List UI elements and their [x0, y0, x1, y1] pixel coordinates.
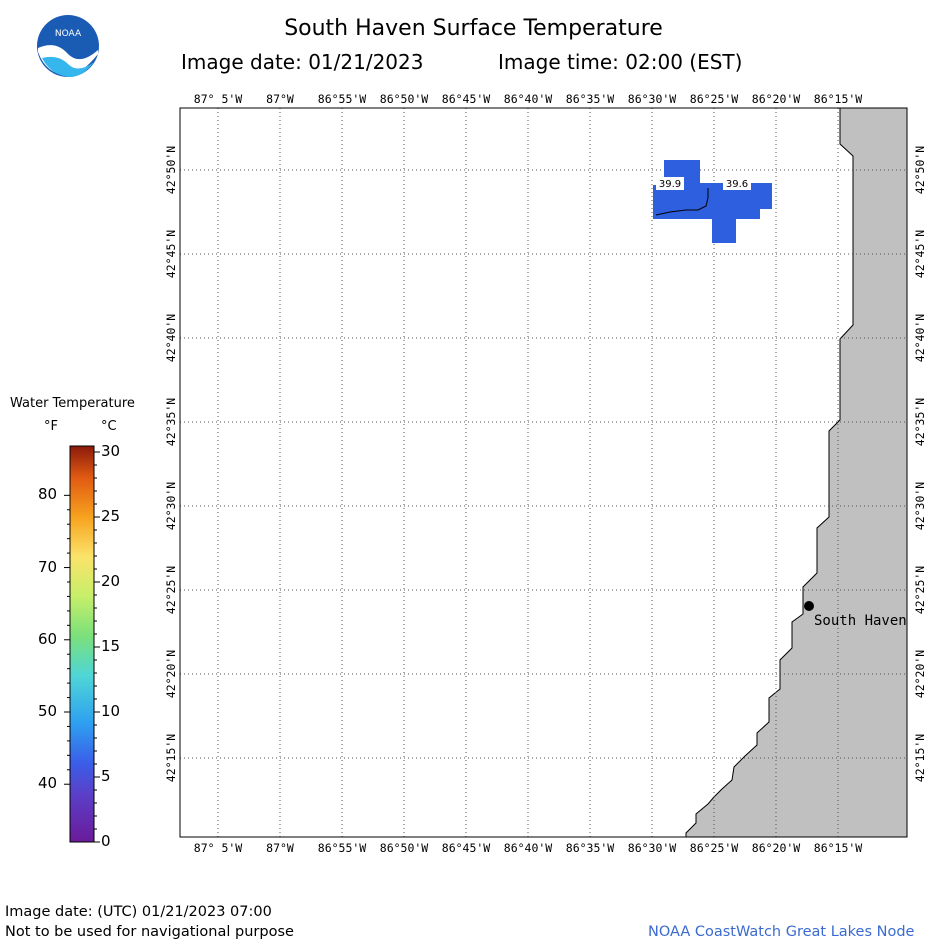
- disclaimer: Not to be used for navigational purpose: [5, 924, 294, 940]
- noaa-logo-text: NOAA: [55, 29, 82, 39]
- lon-label-bottom: 87° 5'W: [193, 841, 243, 855]
- isotherm-line: [655, 188, 709, 216]
- lat-label-left: 42°35'N: [164, 397, 178, 447]
- lon-label-bottom: 86°30'W: [627, 841, 677, 855]
- lat-label-left: 42°20'N: [164, 649, 178, 699]
- lon-label-top: 86°30'W: [627, 92, 677, 106]
- lon-label-bottom: 87°W: [266, 841, 294, 855]
- colorbar-ticks: [64, 451, 100, 843]
- lat-label-left: 42°30'N: [164, 481, 178, 531]
- legend-c-tick: 30: [101, 442, 121, 460]
- utc-date: Image date: (UTC) 01/21/2023 07:00: [5, 904, 272, 920]
- lon-label-bottom: 86°35'W: [565, 841, 615, 855]
- image-time: Image time: 02:00 (EST): [498, 50, 743, 74]
- lat-label-left: 42°50'N: [164, 145, 178, 195]
- legend-unit-c: °C: [101, 419, 117, 434]
- legend-c-tick: 25: [101, 507, 121, 525]
- lon-label-top: 86°15'W: [813, 92, 863, 106]
- graticule: [180, 108, 907, 837]
- noaa-logo: NOAA: [37, 15, 99, 78]
- lon-label-top: 86°20'W: [751, 92, 801, 106]
- lon-label-top: 86°55'W: [317, 92, 367, 106]
- lon-label-top: 86°45'W: [441, 92, 491, 106]
- legend-f-tick: 70: [38, 557, 58, 576]
- legend-unit-f: °F: [44, 419, 58, 434]
- city-marker: [804, 601, 814, 611]
- lon-label-top: 87°W: [266, 92, 294, 106]
- lat-label-right: 42°25'N: [913, 565, 927, 615]
- lon-label-top: 87° 5'W: [193, 92, 243, 106]
- legend-c-tick: 5: [101, 767, 111, 785]
- temp-label-1: 39.9: [659, 179, 681, 190]
- lon-label-bottom: 86°45'W: [441, 841, 491, 855]
- lon-label-top: 86°35'W: [565, 92, 615, 106]
- page-title: South Haven Surface Temperature: [284, 16, 663, 41]
- lat-label-left: 42°40'N: [164, 313, 178, 363]
- lon-label-top: 86°25'W: [689, 92, 739, 106]
- credit-link[interactable]: NOAA CoastWatch Great Lakes Node: [648, 924, 915, 940]
- lon-label-top: 86°40'W: [503, 92, 553, 106]
- legend-f-tick: 40: [38, 774, 58, 793]
- lat-label-left: 42°15'N: [164, 733, 178, 783]
- land-mass: [685, 107, 908, 838]
- lat-label-right: 42°15'N: [913, 733, 927, 783]
- colorbar: [69, 445, 95, 843]
- lon-label-bottom: 86°40'W: [503, 841, 553, 855]
- lon-label-bottom: 86°20'W: [751, 841, 801, 855]
- legend-title: Water Temperature: [10, 396, 135, 411]
- lat-label-right: 42°20'N: [913, 649, 927, 699]
- lat-label-right: 42°45'N: [913, 229, 927, 279]
- lon-label-bottom: 86°50'W: [379, 841, 429, 855]
- legend-c-tick: 20: [101, 572, 121, 590]
- map-border: [179, 107, 908, 838]
- legend-c-tick: 15: [101, 637, 121, 655]
- image-date: Image date: 01/21/2023: [181, 50, 424, 74]
- lat-label-right: 42°30'N: [913, 481, 927, 531]
- legend-f-tick: 50: [38, 702, 58, 720]
- legend-f-tick: 80: [38, 485, 58, 504]
- lat-label-right: 42°35'N: [913, 397, 927, 447]
- lat-label-right: 42°50'N: [913, 145, 927, 195]
- legend-c-tick: 0: [101, 832, 111, 850]
- lon-label-top: 86°50'W: [379, 92, 429, 106]
- temp-label-2: 39.6: [726, 179, 748, 190]
- lon-label-bottom: 86°15'W: [813, 841, 863, 855]
- lat-label-left: 42°25'N: [164, 565, 178, 615]
- legend-c-tick: 10: [101, 702, 121, 720]
- legend-f-tick: 60: [38, 629, 58, 648]
- city-label: South Haven: [814, 613, 907, 629]
- lon-label-bottom: 86°55'W: [317, 841, 367, 855]
- lat-label-right: 42°40'N: [913, 313, 927, 363]
- lat-label-left: 42°45'N: [164, 229, 178, 279]
- lon-label-bottom: 86°25'W: [689, 841, 739, 855]
